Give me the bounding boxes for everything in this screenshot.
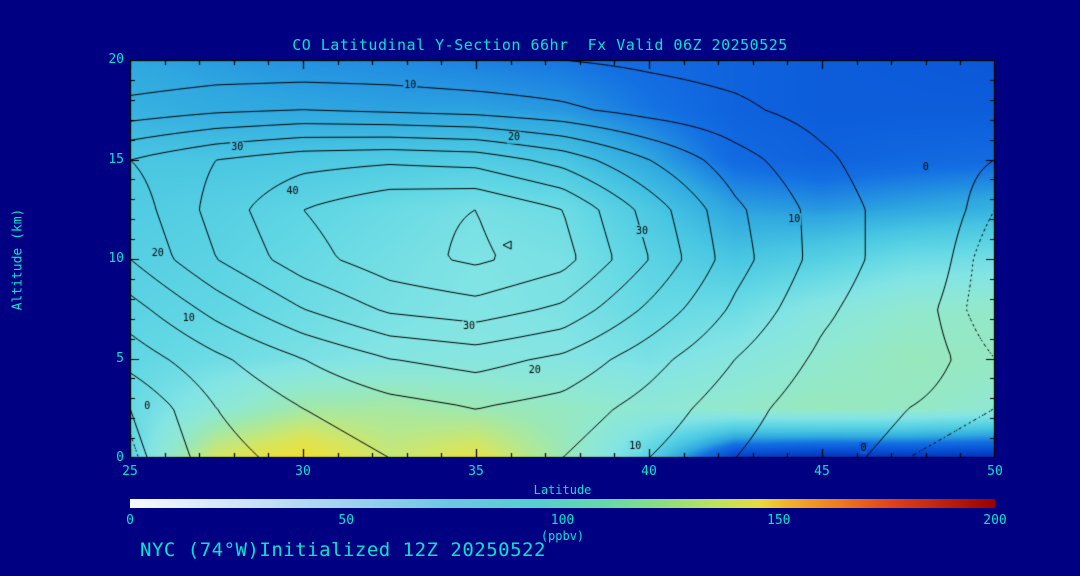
y-tick-label: 20 [108, 52, 124, 67]
colorbar-tick-label: 50 [338, 513, 355, 528]
x-tick-label: 35 [468, 464, 484, 479]
contour-plot-canvas [130, 60, 995, 458]
colorbar-tick-label: 200 [983, 513, 1007, 528]
y-tick-label: 0 [116, 450, 124, 465]
x-tick-label: 30 [295, 464, 311, 479]
colorbar-tick-label: 0 [126, 513, 134, 528]
x-tick-label: 50 [987, 464, 1003, 479]
y-axis-label: Altitude (km) [10, 208, 26, 311]
footer-run-info: NYC (74°W)Initialized 12Z 20250522 [140, 539, 546, 561]
colorbar [130, 499, 995, 508]
colorbar-unit-label: (ppbv) [540, 529, 585, 543]
chart-title: CO Latitudinal Y-Section 66hr Fx Valid 0… [292, 36, 788, 54]
x-tick-label: 40 [641, 464, 657, 479]
colorbar-tick-label: 100 [550, 513, 575, 528]
x-tick-label: 45 [814, 464, 830, 479]
y-tick-label: 15 [108, 151, 124, 167]
x-tick-label: 25 [122, 464, 138, 479]
y-tick-label: 5 [116, 350, 124, 366]
colorbar-tick-label: 150 [767, 513, 791, 528]
y-tick-label: 10 [108, 251, 124, 266]
x-axis-label: Latitude [533, 483, 592, 497]
